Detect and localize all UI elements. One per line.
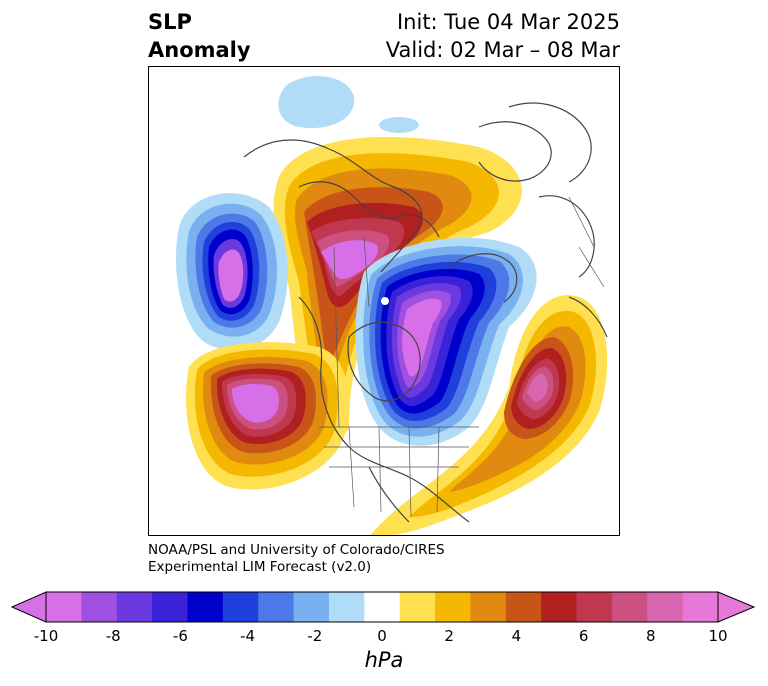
colorbar-tick-label: 8 (646, 627, 656, 645)
credit-line2: Experimental LIM Forecast (v2.0) (148, 559, 372, 575)
colorbar-swatch (399, 592, 436, 622)
colorbar-extend-min (10, 591, 47, 623)
colorbar-swatch (116, 592, 153, 622)
colorbar-swatch (470, 592, 507, 622)
colorbar-swatch (222, 592, 259, 622)
colorbar-swatch (328, 592, 365, 622)
colorbar-outline (45, 591, 719, 623)
colorbar-swatch (364, 592, 401, 622)
political-boundaries-overlay (319, 196, 605, 518)
colorbar-tick-label: 4 (511, 627, 522, 645)
anomaly-pacific-low (176, 193, 288, 351)
map-panel (148, 66, 620, 536)
map-title: SLP Anomaly (148, 8, 251, 64)
colorbar-swatch (81, 592, 118, 622)
colorbar-swatch (505, 592, 542, 622)
init-date: Init: Tue 04 Mar 2025 (396, 10, 620, 34)
colorbar-tick-label: 10 (708, 627, 728, 645)
colorbar-unit-label: hPa (364, 648, 404, 672)
colorbar-tick-label: -6 (172, 627, 188, 645)
colorbar-swatch (293, 592, 330, 622)
title-variable-line1: SLP (148, 10, 192, 34)
anomaly-canadian-low (355, 237, 537, 446)
colorbar-swatch (576, 592, 613, 622)
colorbar-tick-label: -10 (33, 627, 59, 645)
title-variable-line2: Anomaly (148, 38, 251, 62)
colorbar-swatch (611, 592, 648, 622)
colorbar-tick-label: -2 (307, 627, 323, 645)
credit-line1: NOAA/PSL and University of Colorado/CIRE… (148, 542, 445, 558)
colorbar-swatch (682, 592, 719, 622)
colorbar-swatch (435, 592, 471, 622)
colorbar-tick-label: -8 (105, 627, 121, 645)
colorbar-swatch (46, 592, 82, 622)
colorbar-tick-label: -4 (240, 627, 256, 645)
colorbar-swatch (258, 592, 295, 622)
date-info: Init: Tue 04 Mar 2025 Valid: 02 Mar – 08… (386, 8, 620, 64)
coastlines-overlay (243, 102, 608, 523)
colorbar-tick-label: 2 (444, 627, 454, 645)
anomaly-east-pacific-high (185, 342, 349, 490)
colorbar (10, 591, 756, 623)
colorbar-extend-max (717, 591, 756, 623)
anomaly-north-weak-low (278, 75, 419, 133)
pole-marker (381, 297, 389, 305)
colorbar-swatch (647, 592, 684, 622)
anomaly-map (176, 75, 608, 535)
colorbar-tick-label: 6 (578, 627, 589, 645)
credit-text: NOAA/PSL and University of Colorado/CIRE… (148, 542, 445, 576)
colorbar-swatch (541, 592, 578, 622)
colorbar-swatch (187, 592, 224, 622)
colorbar-ticks: -10 -8 -6 -4 -2 0 2 4 6 8 10 (0, 627, 768, 649)
anomaly-atlantic-high (370, 295, 608, 535)
colorbar-swatch (152, 592, 188, 622)
valid-range: Valid: 02 Mar – 08 Mar (385, 38, 620, 62)
colorbar-tick-label: 0 (377, 627, 387, 645)
